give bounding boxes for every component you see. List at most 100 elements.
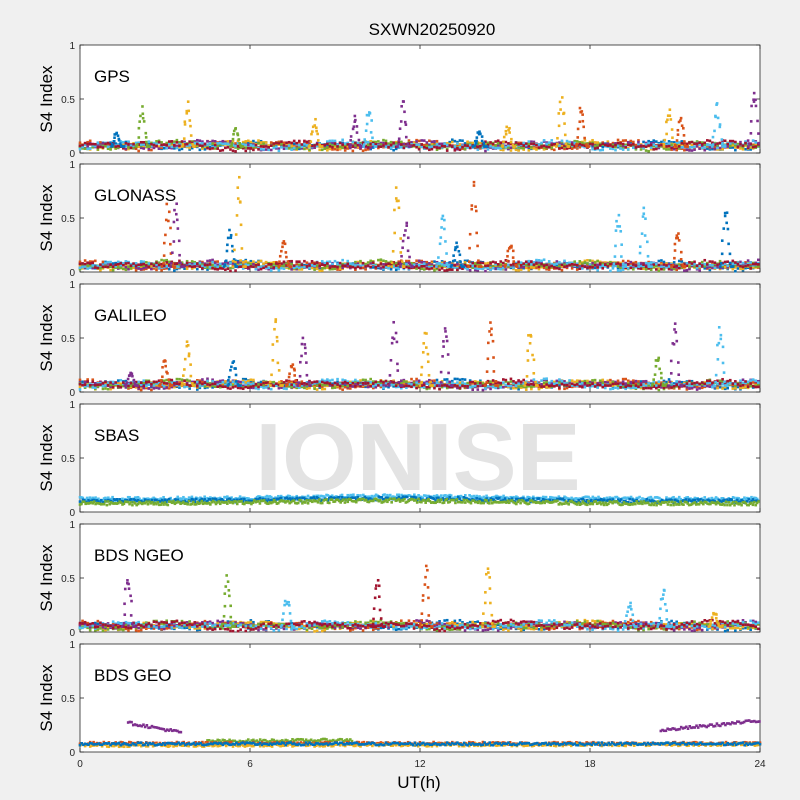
data-point [624,139,627,142]
data-point [621,145,625,148]
data-point [428,265,431,269]
data-point [349,265,352,268]
data-point [402,146,406,150]
data-point [280,266,283,270]
data-point [713,147,717,151]
data-point [532,266,536,270]
data-point [634,382,638,386]
data-point [320,386,324,389]
data-point [583,142,587,145]
data-point [736,385,740,389]
data-point [715,103,718,107]
data-point [453,147,457,150]
data-point [167,264,171,267]
data-point [723,260,727,264]
data-point [690,149,694,152]
data-point [499,260,503,263]
data-point [670,128,674,131]
data-point [147,262,151,265]
data-point [693,146,696,150]
data-point [680,124,684,128]
data-point [399,120,403,123]
data-point [476,261,480,264]
data-point [213,143,217,147]
data-point [356,264,360,267]
data-point [412,380,416,383]
data-point [399,262,403,266]
data-point [624,261,627,265]
data-point [576,127,580,131]
data-point [725,211,729,215]
data-point [720,138,724,141]
data-point [230,244,234,248]
data-point [578,106,582,110]
data-point [744,147,747,151]
data-point [624,263,627,267]
data-point [430,260,434,264]
data-point [178,148,181,152]
data-point [565,266,569,270]
data-point [575,266,579,269]
data-point [484,140,487,144]
data-point [741,269,745,272]
data-point [695,264,699,268]
data-point [315,261,319,264]
data-point [752,98,755,102]
data-point [670,148,673,151]
data-point [198,148,202,152]
data-point [272,266,276,269]
data-point [252,378,255,382]
data-point [236,132,239,135]
data-point [731,139,735,143]
data-point [364,144,367,148]
data-point [700,264,704,267]
data-point [559,108,562,111]
data-point [408,255,411,259]
data-point [711,143,715,146]
data-point [254,263,258,267]
data-point [348,145,351,148]
data-point [218,149,222,152]
data-point [655,264,658,268]
data-point [649,268,653,272]
data-point [404,229,407,232]
data-point [698,264,701,268]
data-point [660,265,663,269]
data-point [734,261,737,264]
data-point [289,265,293,268]
data-point [591,147,594,151]
data-point [496,144,500,147]
data-point [336,265,339,269]
data-point [448,261,452,264]
data-point [621,148,625,151]
data-point [119,266,123,270]
data-point [150,267,153,271]
data-point [141,105,144,108]
data-point [315,267,319,271]
data-point [83,141,87,145]
data-point [160,143,163,147]
data-point [328,260,332,263]
data-point [624,143,627,147]
data-point [420,261,423,264]
data-point [249,262,253,266]
data-point [535,263,538,267]
data-point [530,262,533,266]
data-point [190,265,194,269]
data-point [285,141,288,145]
data-point [354,141,357,145]
data-point [618,225,622,228]
data-point [439,236,443,239]
data-point [364,148,367,152]
data-point [183,267,186,270]
data-point [247,141,250,145]
data-point [611,143,615,147]
data-point [716,265,719,268]
data-point [451,138,454,142]
data-point [369,262,372,265]
data-point [211,145,214,149]
data-point [563,147,566,151]
data-point [466,259,469,263]
data-point [747,145,750,148]
y-axis-label: S4 Index [37,184,56,252]
